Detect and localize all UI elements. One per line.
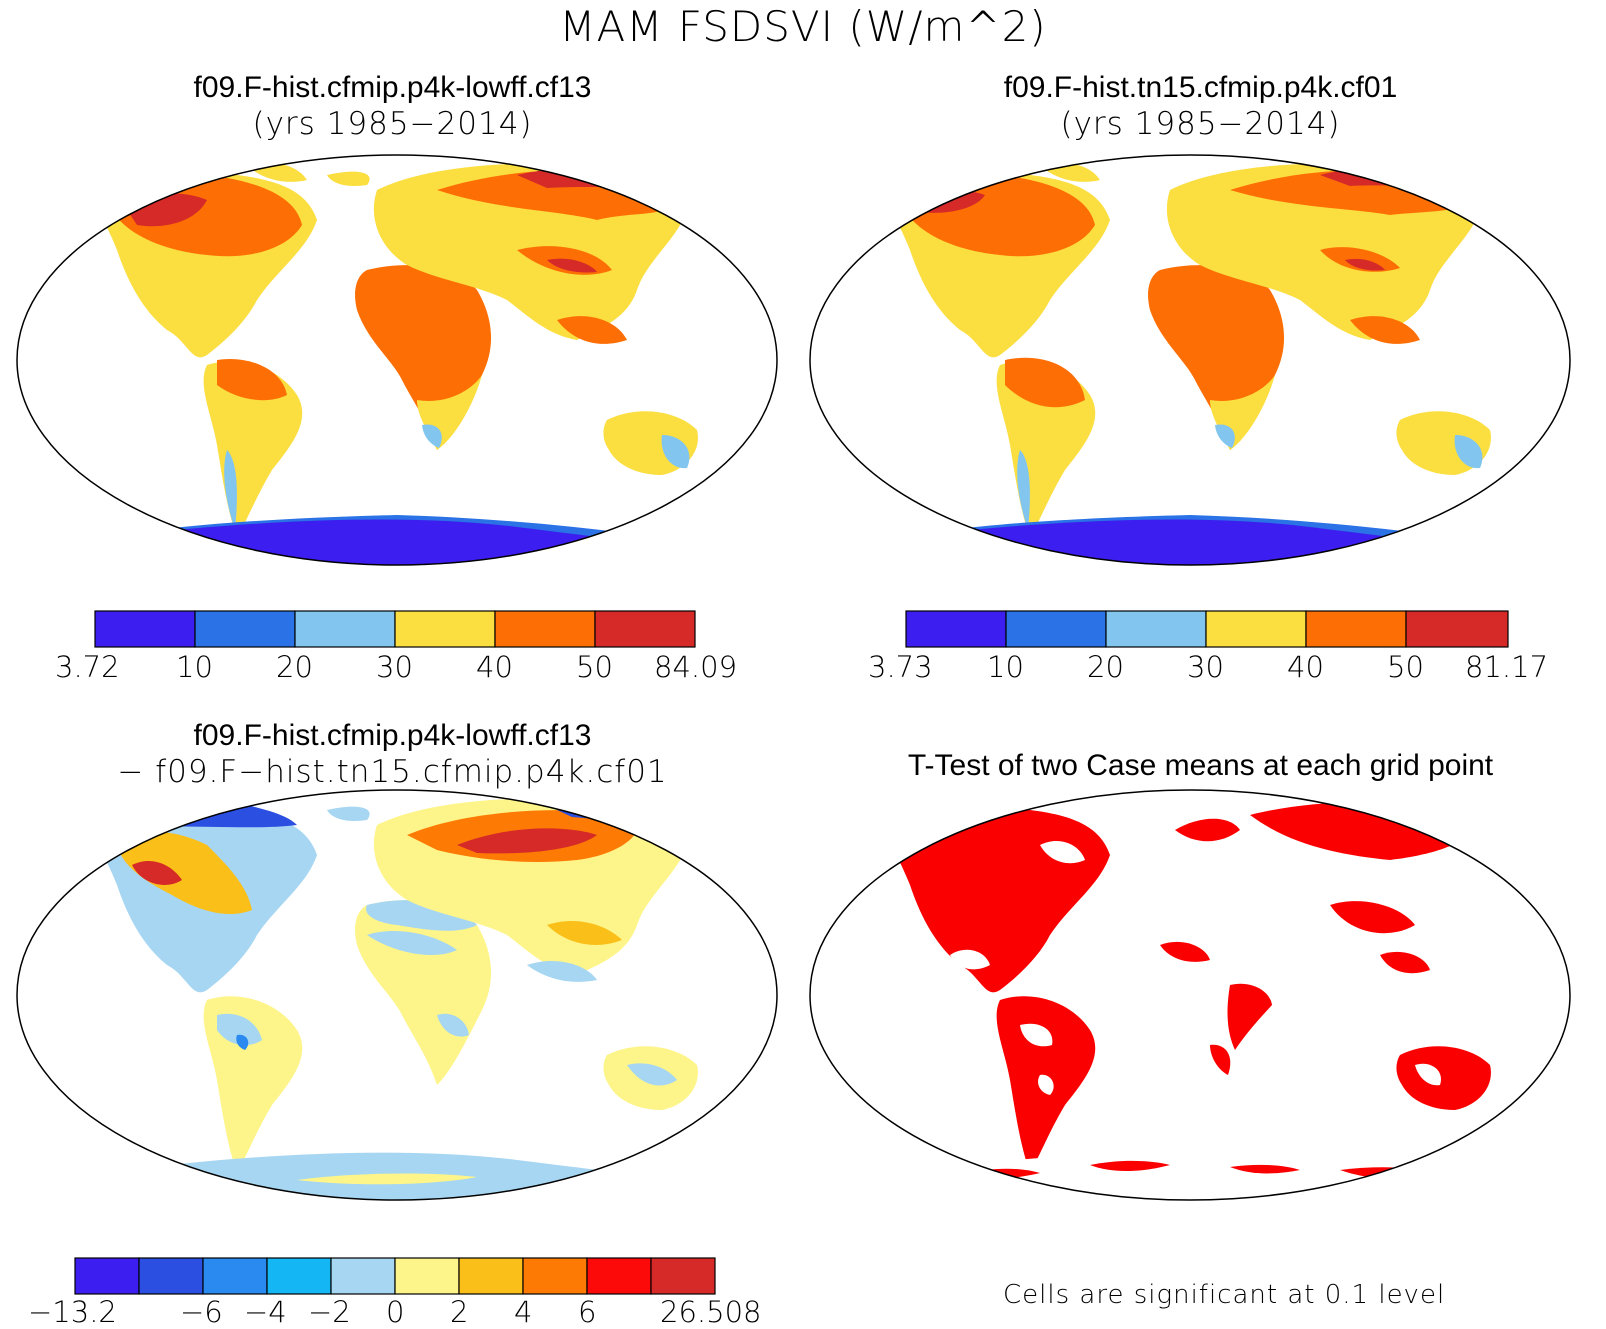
cb2-label-0: 3.73 xyxy=(868,650,933,684)
panel-ttest: T-Test of two Case means at each grid po… xyxy=(808,748,1593,784)
cb3-label-5: 2 xyxy=(450,1295,469,1329)
cb2-label-4: 40 xyxy=(1287,650,1324,684)
panel-ttest-title: T-Test of two Case means at each grid po… xyxy=(907,749,1494,782)
cb2-label-1: 10 xyxy=(987,650,1024,684)
colorbar-diff xyxy=(74,1257,716,1295)
cb1-label-6: 84.09 xyxy=(654,650,738,684)
cb1-label-5: 50 xyxy=(576,650,613,684)
cb3-label-3: −2 xyxy=(308,1295,351,1329)
cb1-label-1: 10 xyxy=(176,650,213,684)
panel-case2-title: f09.F-hist.tn15.cfmip.p4k.cf01 (yrs 1985… xyxy=(1003,71,1398,142)
cb1-label-2: 20 xyxy=(276,650,313,684)
cb3-label-8: 26.508 xyxy=(660,1295,762,1329)
map-diff-fill xyxy=(97,798,698,1200)
cb3-label-0: −13.2 xyxy=(28,1295,117,1329)
cb1-label-3: 30 xyxy=(376,650,413,684)
cb3-label-2: −4 xyxy=(244,1295,287,1329)
panel-case1-title: f09.F-hist.cfmip.p4k-lowff.cf13 (yrs 198… xyxy=(193,71,592,142)
panel-diff: f09.F-hist.cfmip.p4k-lowff.cf13 − f09.F−… xyxy=(0,718,785,790)
map-case1-fill xyxy=(97,163,698,565)
cb3-label-4: 0 xyxy=(386,1295,405,1329)
ttest-note: Cells are significant at 0.1 level xyxy=(1003,1280,1446,1310)
cb2-label-6: 81.17 xyxy=(1465,650,1549,684)
colorbar-case1 xyxy=(94,610,696,648)
map-ttest-fill xyxy=(890,798,1491,1200)
colorbar-case2 xyxy=(905,610,1509,648)
cb3-label-6: 4 xyxy=(514,1295,533,1329)
cb1-label-4: 40 xyxy=(476,650,513,684)
map-case2-fill xyxy=(890,163,1491,565)
cb2-label-5: 50 xyxy=(1387,650,1424,684)
cb1-label-0: 3.72 xyxy=(55,650,120,684)
panel-case2: f09.F-hist.tn15.cfmip.p4k.cf01 (yrs 1985… xyxy=(808,70,1593,142)
panel-diff-title: f09.F-hist.cfmip.p4k-lowff.cf13 − f09.F−… xyxy=(117,719,668,790)
cb2-label-2: 20 xyxy=(1087,650,1124,684)
cb3-label-1: −6 xyxy=(180,1295,223,1329)
panel-case1: f09.F-hist.cfmip.p4k-lowff.cf13 (yrs 198… xyxy=(0,70,785,142)
cb3-label-7: 6 xyxy=(578,1295,597,1329)
figure-title: MAM FSDSVI (W/m^2) xyxy=(559,2,1047,51)
cb2-label-3: 30 xyxy=(1187,650,1224,684)
